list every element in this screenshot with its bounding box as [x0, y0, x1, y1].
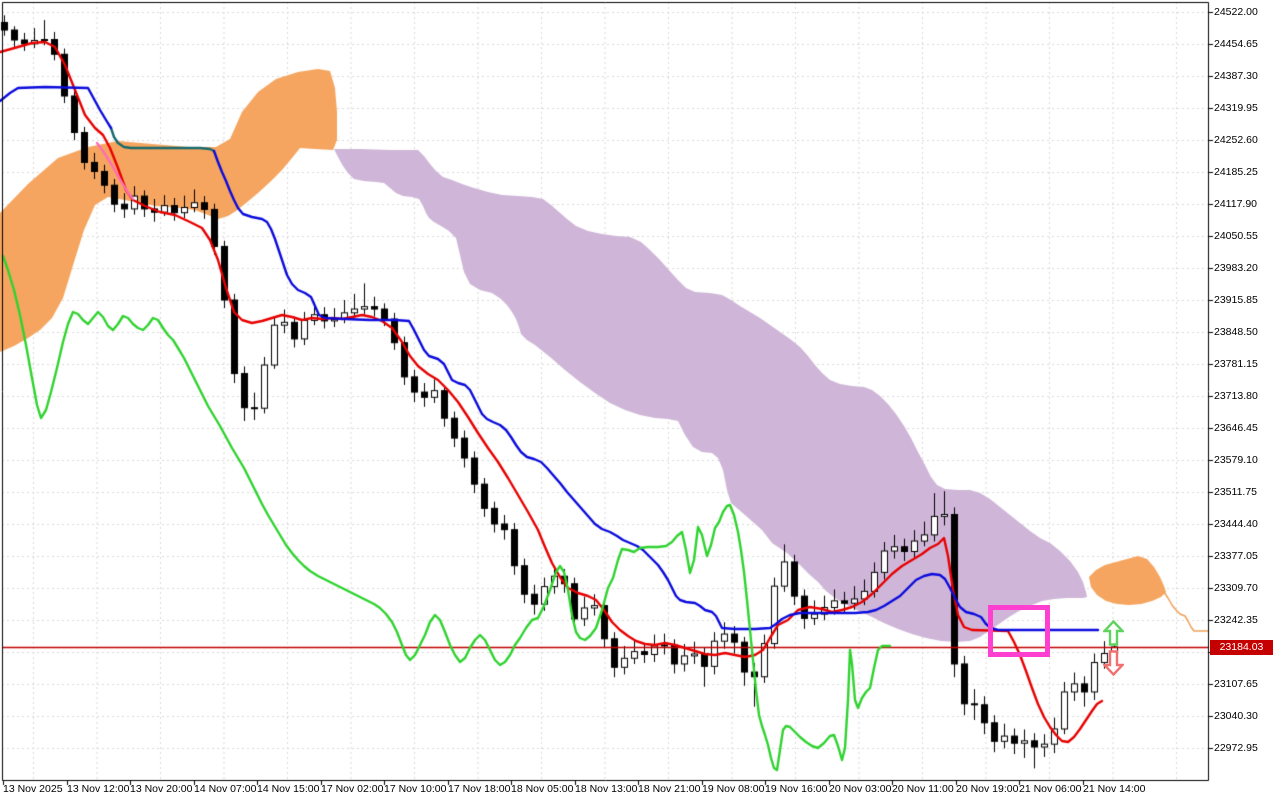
down-arrow-object[interactable]: [1103, 650, 1124, 676]
time-tick-label: 17 Nov 18:00: [448, 783, 511, 795]
price-tick-label: 24050.55: [1214, 230, 1258, 242]
time-tick-label: 19 Nov 16:00: [765, 783, 828, 795]
price-tick-label: 24319.95: [1214, 102, 1258, 114]
price-tick-label: 24454.65: [1214, 38, 1258, 50]
up-arrow-object[interactable]: [1103, 620, 1124, 646]
current-price-badge: 23184.03: [1210, 640, 1273, 655]
price-tick-label: 23915.85: [1214, 294, 1258, 306]
price-tick-label: 23107.65: [1214, 678, 1258, 690]
time-scale-axis[interactable]: 13 Nov 2025 13 Nov 12:00 13 Nov 20:00 14 No…: [0, 783, 1280, 800]
time-tick-label: 14 Nov 07:00: [194, 783, 257, 795]
highlight-rectangle-object[interactable]: [988, 605, 1050, 657]
price-tick-label: 24117.90: [1214, 198, 1258, 210]
price-tick-label: 23309.70: [1214, 582, 1258, 594]
time-tick-label: 20 Nov 19:00: [956, 783, 1019, 795]
price-tick-label: 23848.50: [1214, 326, 1258, 338]
price-tick-label: 23781.15: [1214, 358, 1258, 370]
price-tick-label: 23511.75: [1214, 486, 1258, 498]
time-tick-label: 21 Nov 14:00: [1083, 783, 1146, 795]
time-tick-label: 18 Nov 13:00: [575, 783, 638, 795]
time-tick-label: 20 Nov 03:00: [829, 783, 892, 795]
price-tick-label: 23983.20: [1214, 262, 1258, 274]
time-tick-label: 14 Nov 15:00: [257, 783, 320, 795]
price-tick-label: 23242.35: [1214, 614, 1258, 626]
price-tick-label: 23646.45: [1214, 422, 1258, 434]
price-tick-label: 22972.95: [1214, 742, 1258, 754]
price-scale-axis[interactable]: 24522.00 24454.65 24387.30 24319.95 24252.60…: [1213, 0, 1280, 780]
price-tick-label: 23713.80: [1214, 390, 1258, 402]
price-tick-label: 23444.40: [1214, 518, 1258, 530]
time-tick-label: 18 Nov 21:00: [638, 783, 701, 795]
price-tick-label: 23040.30: [1214, 710, 1258, 722]
time-tick-label: 17 Nov 10:00: [384, 783, 447, 795]
time-tick-label: 21 Nov 06:00: [1019, 783, 1082, 795]
time-tick-label: 13 Nov 12:00: [67, 783, 130, 795]
time-tick-label: 17 Nov 02:00: [321, 783, 384, 795]
time-tick-label: 13 Nov 20:00: [130, 783, 193, 795]
price-tick-label: 24522.00: [1214, 6, 1258, 18]
time-tick-label: 18 Nov 05:00: [511, 783, 574, 795]
time-tick-label: 20 Nov 11:00: [892, 783, 954, 795]
time-tick-label: 19 Nov 08:00: [702, 783, 765, 795]
price-tick-label: 24185.25: [1214, 166, 1258, 178]
price-tick-label: 24252.60: [1214, 134, 1258, 146]
price-tick-label: 23377.05: [1214, 550, 1258, 562]
time-tick-label: 13 Nov 2025: [3, 783, 63, 795]
price-tick-label: 24387.30: [1214, 70, 1258, 82]
price-tick-label: 23579.10: [1214, 454, 1258, 466]
